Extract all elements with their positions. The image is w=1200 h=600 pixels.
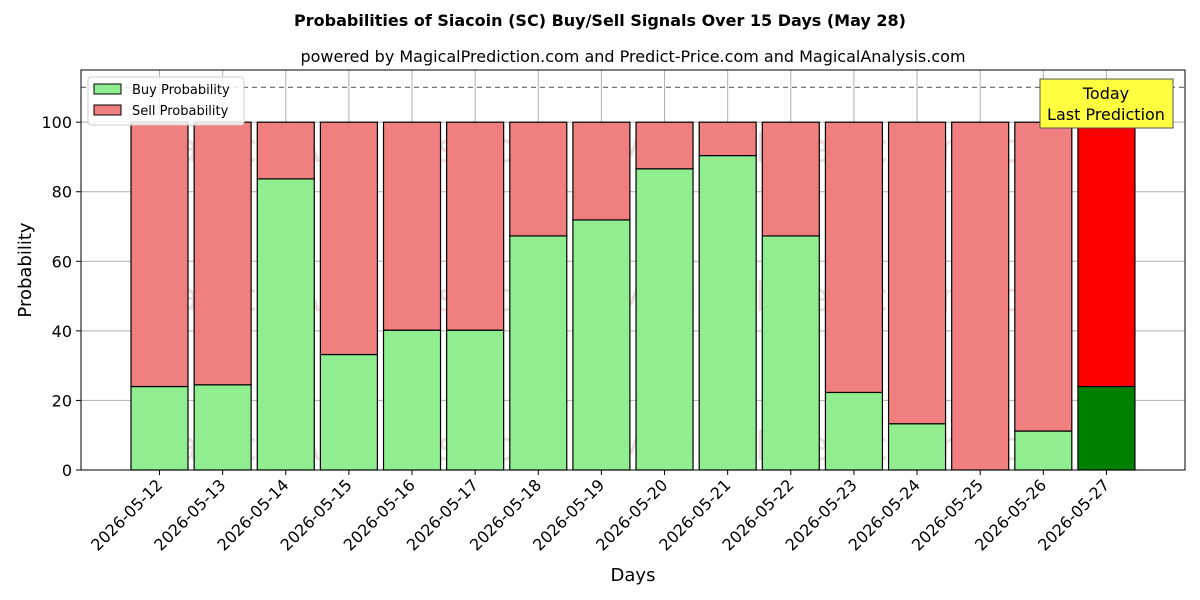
- bars: [130, 121, 1136, 471]
- sell-bar: [951, 121, 1010, 471]
- chart-title: Probabilities of Siacoin (SC) Buy/Sell S…: [294, 11, 906, 30]
- y-axis-label: Probability: [15, 222, 36, 317]
- sell-bar: [824, 121, 884, 394]
- buy-bar: [1014, 430, 1073, 471]
- sell-bar: [193, 121, 252, 386]
- buy-bar: [319, 353, 378, 471]
- buy-bar: [698, 154, 757, 471]
- sell-bar: [130, 121, 189, 388]
- sell-bar: [509, 121, 568, 237]
- sell-bar: [382, 121, 442, 331]
- sell-bar: [698, 121, 757, 157]
- y-tick-label: 0: [62, 461, 72, 480]
- sell-bar: [319, 121, 378, 356]
- plot-frame: [80, 69, 1186, 471]
- legend-box: [87, 76, 245, 126]
- today-annotation-line: Today: [1082, 84, 1129, 103]
- y-tick-label: 100: [41, 113, 72, 132]
- buy-bar: [635, 168, 694, 471]
- today-annotation-line: Last Prediction: [1047, 105, 1165, 124]
- sell-bar: [761, 121, 820, 237]
- buy-bar: [446, 329, 505, 471]
- y-tick-label: 60: [52, 252, 72, 271]
- y-tick-label: 20: [52, 391, 72, 410]
- x-axis-label: Days: [611, 565, 656, 586]
- buy-bar: [382, 329, 442, 471]
- sell-bar: [1014, 121, 1073, 432]
- buy-bar: [761, 235, 820, 471]
- buy-bar: [824, 391, 884, 471]
- today-annotation: Today Last Prediction: [1039, 78, 1174, 129]
- sell-bar: [887, 121, 947, 425]
- legend-swatch: [93, 83, 122, 95]
- legend: Buy Probability Sell Probability: [87, 76, 245, 126]
- legend-label: Buy Probability: [132, 83, 230, 98]
- buy-bar: [256, 178, 315, 471]
- buy-bar: [509, 235, 568, 471]
- today-annotation-box: [1039, 78, 1174, 129]
- sell-bar: [256, 121, 315, 180]
- sell-bar: [1077, 121, 1136, 388]
- sell-bar: [446, 121, 505, 331]
- buy-bar: [572, 219, 631, 471]
- legend-swatch: [93, 104, 122, 116]
- y-tick-label: 80: [52, 183, 72, 202]
- buy-bar: [193, 384, 252, 471]
- chart-subtitle: powered by MagicalPrediction.com and Pre…: [300, 47, 965, 66]
- sell-bar: [635, 121, 694, 170]
- buy-bar: [130, 385, 189, 471]
- sell-bar: [572, 121, 631, 221]
- buy-bar: [887, 423, 947, 471]
- legend-label: Sell Probability: [132, 104, 229, 119]
- y-tick-label: 40: [52, 322, 72, 341]
- buy-bar: [1077, 385, 1136, 471]
